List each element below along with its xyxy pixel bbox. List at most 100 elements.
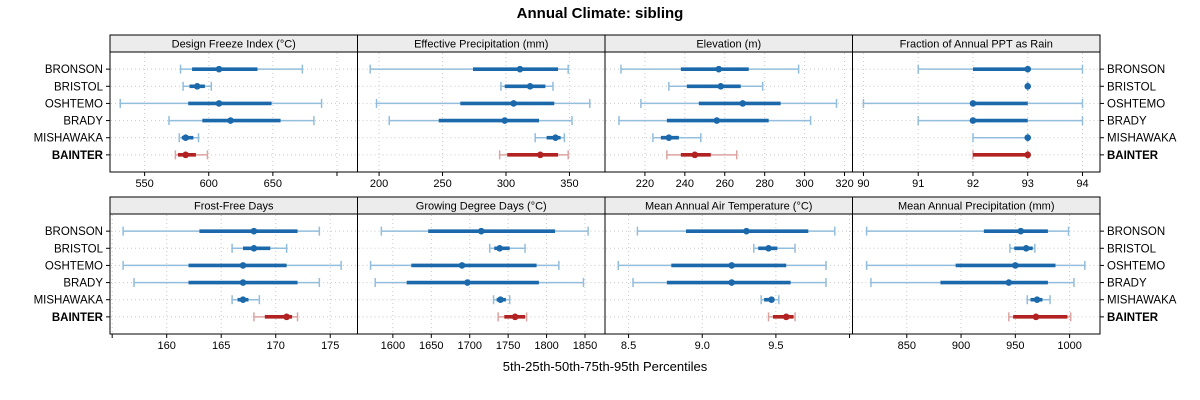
median-dot [1024,65,1032,73]
median-dot [215,100,223,107]
site-label-left: BRISTOL [54,243,104,255]
tick-label: 850 [898,340,916,352]
panel-frame [604,51,853,173]
median-dot [496,244,503,252]
site-label-right: BAINTER [1107,312,1159,324]
median-dot [969,117,977,124]
tick-label: 94 [1076,178,1088,190]
median-dot [215,65,223,73]
strip-label: Mean Annual Precipitation (mm) [898,201,1055,213]
panel-elevation-m: Elevation (m) 220 240 260 280 300 320 [604,34,854,190]
median-dot [552,134,559,142]
median-dot [510,100,517,107]
tick-label: 1600 [381,340,405,352]
median-dot [501,117,509,124]
tick-label: 170 [267,340,285,352]
panel-mean-annual-precipitation-mm: Mean Annual Precipitation (mm) 850 900 950 1… [852,196,1177,352]
tick-label: 350 [560,178,578,190]
site-label-right: BRONSON [1107,226,1165,238]
median-dot [464,279,471,286]
tick-label: 200 [370,178,388,190]
x-axis-shared-label: 5th-25th-50th-75th-95th Percentiles [502,359,708,374]
site-label-left: BRADY [63,278,103,290]
site-label-left: BRISTOL [54,81,104,93]
median-dot [713,117,721,124]
median-dot [728,262,735,269]
site-label-left: BRADY [63,116,103,128]
median-dot [969,100,977,107]
site-label-left: MISHAWAKA [34,133,104,145]
tick-label: 650 [264,178,282,190]
tick-label: 165 [212,340,230,352]
tick-label: 900 [952,340,970,352]
median-dot [1033,296,1041,304]
strip-label: Frost-Free Days [194,201,274,213]
tick-label: 1650 [419,340,443,352]
median-dot [765,244,772,252]
tick-label: 250 [433,178,451,190]
median-dot [458,262,466,269]
panel-frost-free-days: Frost-Free Days 160 165 170 175 BRONSON BRISTO… [34,196,358,352]
tick-label: 1700 [457,340,481,352]
median-dot [182,151,189,159]
site-label-left: BRONSON [45,226,103,238]
tick-label: 1800 [534,340,558,352]
median-dot [250,227,258,235]
median-dot [250,244,258,252]
median-dot [193,82,201,90]
tick-label: 950 [1006,340,1024,352]
median-dot [1017,227,1025,235]
site-label-right: BRADY [1107,278,1147,290]
tick-label: 1000 [1057,340,1081,352]
panel-frame [604,213,853,335]
median-dot [497,296,504,304]
site-label-left: MISHAWAKA [34,295,104,307]
median-dot [477,227,485,235]
median-dot [1032,313,1040,321]
tick-label: 91 [912,178,924,190]
median-dot [239,262,247,269]
median-dot [717,82,725,90]
median-dot [182,134,189,142]
site-label-left: BAINTER [52,150,104,162]
median-dot [227,117,234,124]
tick-label: 1750 [496,340,520,352]
site-label-right: BAINTER [1107,150,1159,162]
panel-frame [852,51,1101,173]
tick-label: 240 [676,178,694,190]
panel-frame [357,51,606,173]
tick-label: 9.5 [768,340,783,352]
tick-label: 220 [636,178,654,190]
median-dot [1022,244,1030,252]
site-label-right: BRONSON [1107,64,1165,76]
chart-title: Annual Climate: sibling [516,5,684,22]
panel-frame [109,51,358,173]
panel-growing-degree-days-c: Growing Degree Days (°C) 1600 1650 1700 1750… [357,196,606,352]
tick-label: 550 [135,178,153,190]
median-dot [691,151,699,159]
panel-mean-annual-air-temperature-c: Mean Annual Air Temperature (°C) 8.5 9.0 9.… [604,196,853,352]
site-label-right: BRADY [1107,116,1147,128]
median-dot [768,296,775,304]
panel-design-freeze-index-c: Design Freeze Index (°C) 550 600 650 BRONSON… [34,34,358,190]
tick-label: 260 [716,178,734,190]
site-label-left: OSHTEMO [45,260,103,272]
median-dot [665,134,673,142]
site-label-right: OSHTEMO [1107,98,1165,110]
median-dot [239,296,247,304]
tick-label: 90 [857,178,869,190]
median-dot [743,227,750,235]
site-label-right: MISHAWAKA [1107,133,1177,145]
median-dot [1012,262,1019,269]
median-dot [511,313,519,321]
tick-label: 160 [158,340,176,352]
median-dot [1024,82,1032,90]
strip-label: Mean Annual Air Temperature (°C) [645,201,812,213]
tick-label: 9.0 [695,340,710,352]
median-dot [1005,279,1013,286]
panel-frame [852,213,1101,335]
median-dot [782,313,790,321]
tick-label: 600 [200,178,218,190]
strip-label: Elevation (m) [696,39,761,51]
